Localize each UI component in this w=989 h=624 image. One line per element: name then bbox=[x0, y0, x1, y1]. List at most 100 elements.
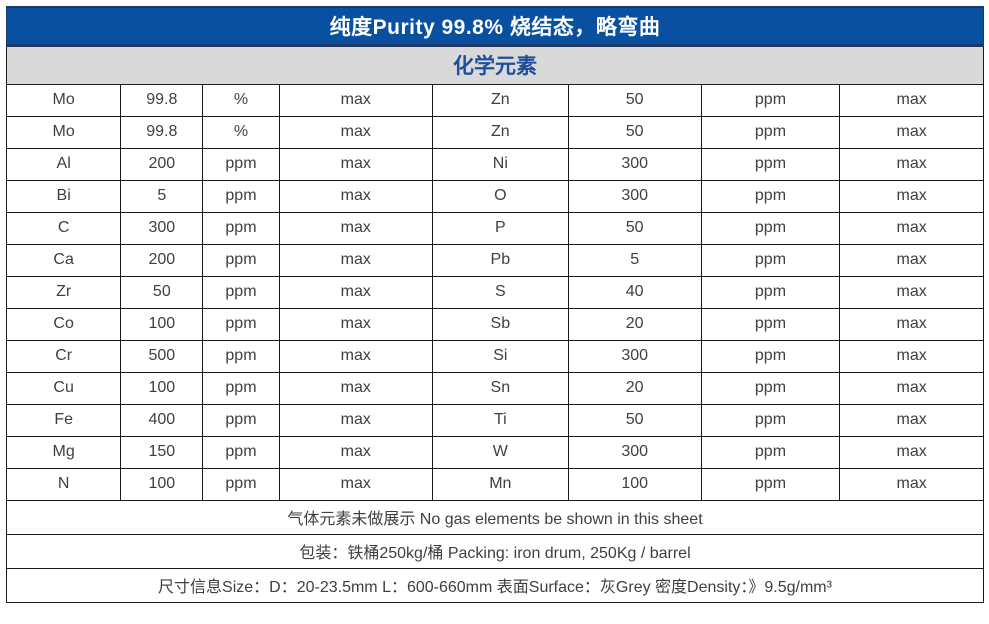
purity-title-row: 纯度Purity 99.8% 烧结态，略弯曲 bbox=[6, 6, 984, 47]
value-cell: 500 bbox=[120, 339, 204, 373]
element-cell: Mo bbox=[5, 115, 122, 149]
unit-cell: ppm bbox=[700, 307, 841, 341]
value-cell: 100 bbox=[120, 467, 204, 501]
table-row: Mo 99.8% max Zn 50 ppm max bbox=[5, 83, 984, 117]
unit-cell: ppm bbox=[700, 211, 841, 245]
value-cell: 300 bbox=[120, 211, 204, 245]
limit-cell: max bbox=[839, 467, 984, 501]
limit-cell: max bbox=[278, 115, 433, 149]
unit-cell: ppm bbox=[700, 83, 841, 117]
element-cell: Mo bbox=[5, 83, 122, 117]
unit-cell: ppm bbox=[700, 339, 841, 373]
value-cell: 20 bbox=[567, 307, 702, 341]
limit-cell: max bbox=[839, 403, 984, 437]
element-cell: Ti bbox=[431, 403, 569, 437]
table-row: Ca 200 ppm max Pb 5 ppm max bbox=[5, 243, 984, 277]
element-cell: O bbox=[431, 179, 569, 213]
unit-cell: % bbox=[202, 83, 280, 117]
section-title: 化学元素 bbox=[6, 44, 984, 85]
limit-cell: max bbox=[278, 403, 433, 437]
purity-title: 纯度Purity 99.8% 烧结态，略弯曲 bbox=[6, 6, 984, 47]
value-cell: 300 bbox=[567, 435, 702, 469]
unit-cell: ppm bbox=[202, 403, 280, 437]
value-cell: 50 bbox=[567, 83, 702, 117]
limit-cell: max bbox=[278, 467, 433, 501]
element-cell: Zn bbox=[431, 115, 569, 149]
gas-note-row: 气体元素未做展示 No gas elements be shown in thi… bbox=[6, 499, 984, 535]
limit-cell: max bbox=[278, 179, 433, 213]
element-cell: S bbox=[431, 275, 569, 309]
unit-cell: ppm bbox=[700, 147, 841, 181]
size-info: 尺寸信息Size：D：20-23.5mm L：600-660mm 表面Surfa… bbox=[6, 567, 984, 603]
element-cell: Zn bbox=[431, 83, 569, 117]
value-cell: 5 bbox=[120, 179, 204, 213]
unit-cell: ppm bbox=[202, 211, 280, 245]
limit-cell: max bbox=[278, 275, 433, 309]
limit-cell: max bbox=[839, 147, 984, 181]
value-cell: 5 bbox=[567, 243, 702, 277]
table-row: Mg 150 ppm max W 300 ppm max bbox=[5, 435, 984, 469]
limit-cell: max bbox=[839, 371, 984, 405]
table-row: Mo 99.8% max Zn 50 ppm max bbox=[5, 115, 984, 149]
size-row: 尺寸信息Size：D：20-23.5mm L：600-660mm 表面Surfa… bbox=[6, 567, 984, 603]
unit-cell: ppm bbox=[700, 467, 841, 501]
unit-cell: ppm bbox=[202, 147, 280, 181]
value-cell: 50 bbox=[567, 211, 702, 245]
unit-cell: ppm bbox=[202, 435, 280, 469]
table-row: Cu 100 ppm max Sn 20 ppm max bbox=[5, 371, 984, 405]
table-row: Bi 5 ppm max O 300 ppm max bbox=[5, 179, 984, 213]
limit-cell: max bbox=[839, 243, 984, 277]
unit-cell: ppm bbox=[202, 275, 280, 309]
element-cell: Ca bbox=[5, 243, 122, 277]
limit-cell: max bbox=[839, 307, 984, 341]
unit-cell: ppm bbox=[700, 435, 841, 469]
table-row: Co 100 ppm max Sb 20 ppm max bbox=[5, 307, 984, 341]
unit-cell: ppm bbox=[202, 467, 280, 501]
section-header-row: 化学元素 bbox=[6, 44, 984, 85]
limit-cell: max bbox=[278, 243, 433, 277]
unit-cell: ppm bbox=[700, 403, 841, 437]
limit-cell: max bbox=[278, 371, 433, 405]
limit-cell: max bbox=[839, 275, 984, 309]
element-cell: Fe bbox=[5, 403, 122, 437]
limit-cell: max bbox=[278, 83, 433, 117]
table-row: N 100 ppm max Mn 100 ppm max bbox=[5, 467, 984, 501]
limit-cell: max bbox=[839, 115, 984, 149]
unit-cell: % bbox=[202, 115, 280, 149]
limit-cell: max bbox=[839, 83, 984, 117]
packing-row: 包装：铁桶250kg/桶 Packing: iron drum, 250Kg /… bbox=[6, 533, 984, 569]
value-cell: 50 bbox=[567, 403, 702, 437]
value-cell: 99.8 bbox=[120, 83, 204, 117]
limit-cell: max bbox=[278, 307, 433, 341]
chemical-spec-table: 纯度Purity 99.8% 烧结态，略弯曲 化学元素 Mo 99.8% max Zn… bbox=[5, 6, 984, 603]
element-cell: Sb bbox=[431, 307, 569, 341]
unit-cell: ppm bbox=[700, 371, 841, 405]
value-cell: 50 bbox=[120, 275, 204, 309]
element-cell: Pb bbox=[431, 243, 569, 277]
element-cell: Bi bbox=[5, 179, 122, 213]
element-cell: Cr bbox=[5, 339, 122, 373]
table-row: Al 200 ppm max Ni 300 ppm max bbox=[5, 147, 984, 181]
limit-cell: max bbox=[839, 435, 984, 469]
table-row: Zr 50 ppm max S 40 ppm max bbox=[5, 275, 984, 309]
unit-cell: ppm bbox=[202, 371, 280, 405]
value-cell: 50 bbox=[567, 115, 702, 149]
value-cell: 300 bbox=[567, 179, 702, 213]
value-cell: 200 bbox=[120, 243, 204, 277]
unit-cell: ppm bbox=[202, 307, 280, 341]
limit-cell: max bbox=[839, 339, 984, 373]
unit-cell: ppm bbox=[202, 339, 280, 373]
limit-cell: max bbox=[278, 339, 433, 373]
gas-note: 气体元素未做展示 No gas elements be shown in thi… bbox=[6, 499, 984, 535]
unit-cell: ppm bbox=[700, 115, 841, 149]
limit-cell: max bbox=[278, 147, 433, 181]
value-cell: 200 bbox=[120, 147, 204, 181]
limit-cell: max bbox=[839, 211, 984, 245]
element-cell: P bbox=[431, 211, 569, 245]
element-cell: Zr bbox=[5, 275, 122, 309]
unit-cell: ppm bbox=[202, 243, 280, 277]
element-cell: Mg bbox=[5, 435, 122, 469]
value-cell: 100 bbox=[120, 371, 204, 405]
element-cell: W bbox=[431, 435, 569, 469]
